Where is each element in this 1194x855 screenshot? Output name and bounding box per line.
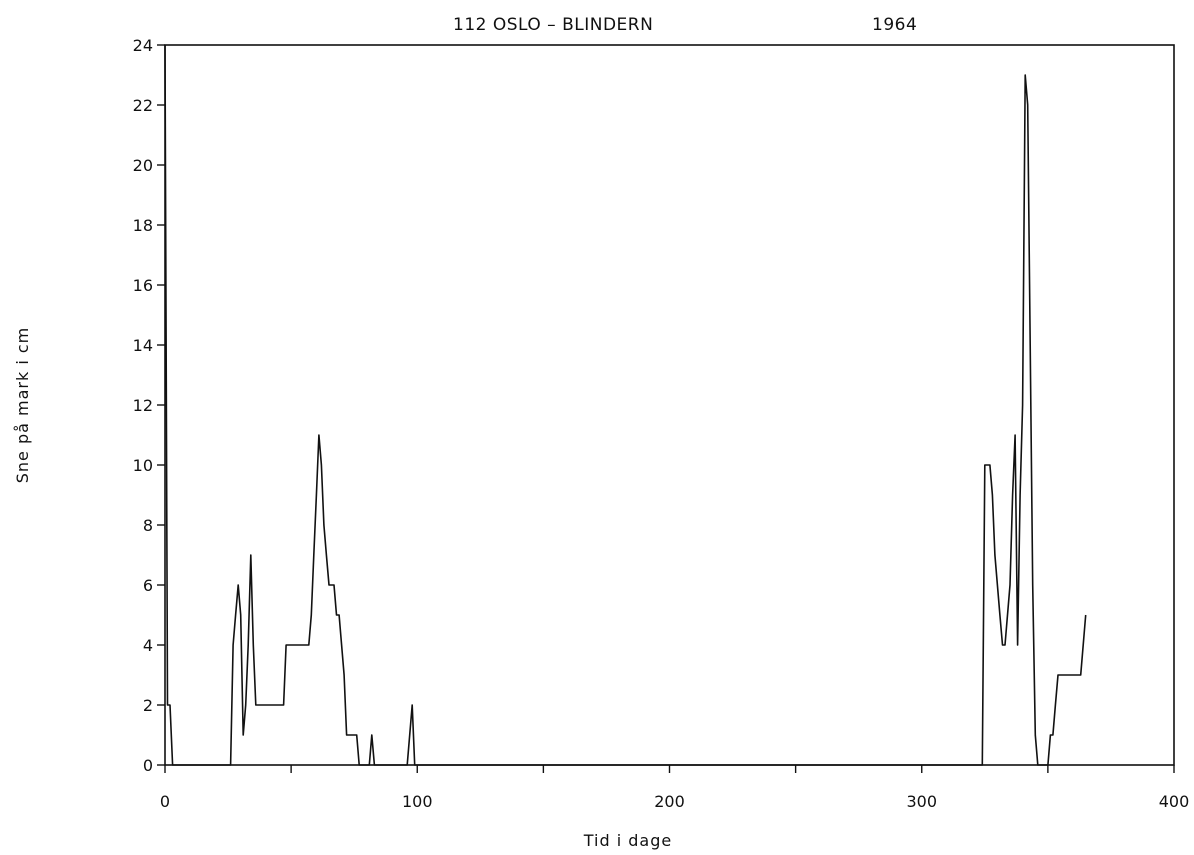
snow-depth-line <box>164 44 1087 766</box>
x-axis-label: Tid i dage <box>583 831 672 850</box>
x-tick-label: 200 <box>654 792 685 811</box>
y-tick-label: 6 <box>143 576 153 595</box>
x-tick-label: 300 <box>906 792 937 811</box>
y-tick-label: 4 <box>143 636 153 655</box>
y-tick-label: 20 <box>133 156 153 175</box>
y-tick-label: 16 <box>133 276 153 295</box>
y-tick-label: 14 <box>133 336 153 355</box>
x-axis-ticks: 0 100 200 300 400 <box>160 765 1189 811</box>
x-tick-label: 0 <box>160 792 170 811</box>
y-tick-label: 2 <box>143 696 153 715</box>
y-tick-label: 18 <box>133 216 153 235</box>
y-tick-label: 8 <box>143 516 153 535</box>
chart-subtitle-year: 1964 <box>872 15 917 35</box>
chart-title: 112 OSLO – BLINDERN <box>453 15 653 35</box>
y-axis-label: Sne på mark i cm <box>13 327 32 484</box>
y-tick-label: 12 <box>133 396 153 415</box>
x-tick-label: 100 <box>402 792 433 811</box>
y-tick-label: 22 <box>133 96 153 115</box>
y-tick-label: 10 <box>133 456 153 475</box>
y-tick-label: 0 <box>143 756 153 775</box>
x-tick-label: 400 <box>1159 792 1190 811</box>
y-tick-label: 24 <box>133 36 153 55</box>
